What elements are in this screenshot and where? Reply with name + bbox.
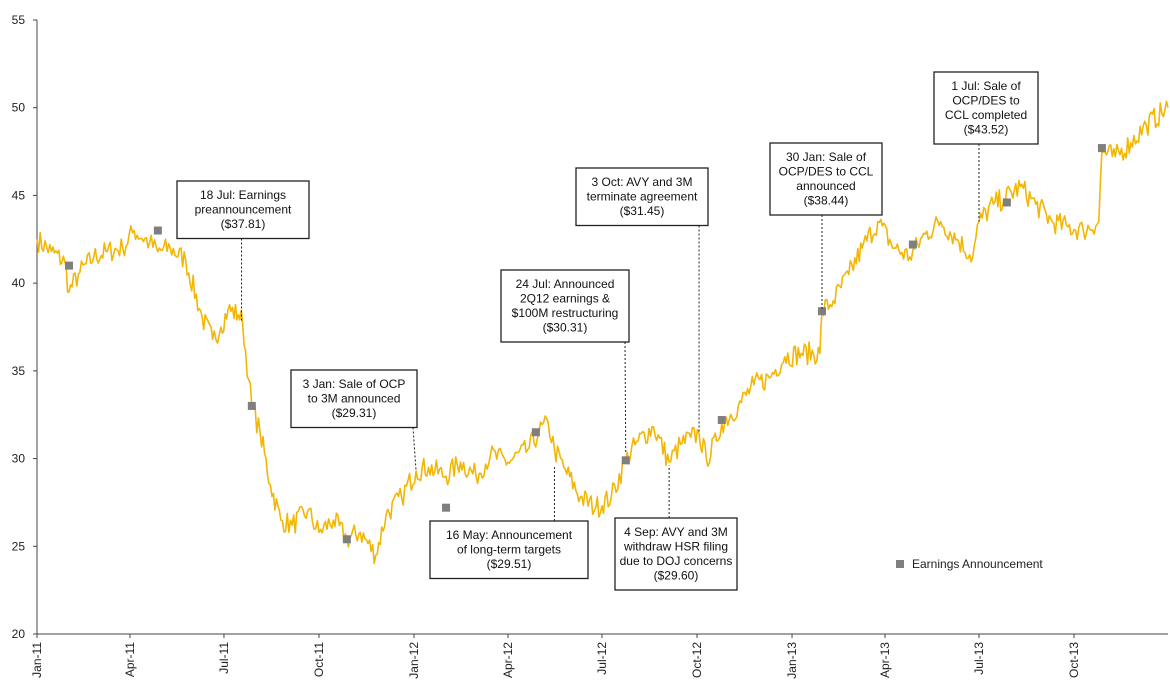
annotation-text: CCL completed (945, 108, 1027, 122)
earnings-marker (621, 456, 630, 465)
annotation-text: $100M restructuring (512, 306, 619, 320)
annotation-text: terminate agreement (587, 190, 698, 204)
earnings-marker (531, 428, 540, 437)
annotation-text: of long-term targets (457, 543, 561, 557)
annotation-text: ($29.60) (654, 569, 699, 583)
x-tick-label: Oct-13 (1067, 642, 1081, 678)
y-tick-label: 45 (12, 188, 26, 202)
earnings-marker (908, 240, 917, 249)
annotation-box (176, 180, 310, 240)
x-tick-label: Apr-11 (123, 642, 137, 677)
earnings-marker (247, 401, 256, 410)
annotation-text: withdraw HSR filing (623, 540, 728, 554)
annotation-leader (412, 427, 417, 471)
annotation-text: OCP/DES to (952, 94, 1020, 108)
earnings-marker (817, 307, 826, 316)
y-tick-label: 30 (12, 452, 26, 466)
annotation-box (575, 167, 709, 227)
annotation-text: preannouncement (195, 203, 292, 217)
earnings-marker (1002, 198, 1011, 207)
annotation-box (769, 142, 883, 216)
earnings-marker (153, 226, 162, 235)
annotation-text: 3 Oct: AVY and 3M (592, 175, 693, 189)
annotation-text: ($43.52) (964, 123, 1009, 137)
y-tick-label: 40 (12, 276, 26, 290)
legend-label: Earnings Announcement (912, 557, 1043, 571)
earnings-marker (717, 415, 726, 424)
y-tick-label: 35 (12, 364, 26, 378)
x-tick-label: Jul-13 (972, 642, 986, 675)
price-line (36, 100, 1169, 565)
x-tick-label: Apr-13 (878, 642, 892, 678)
annotation-text: 2Q12 earnings & (520, 292, 610, 306)
y-tick-label: 20 (12, 627, 26, 641)
annotation-box (290, 369, 418, 429)
x-tick-label: Jan-12 (407, 642, 421, 679)
annotation-text: 18 Jul: Earnings (200, 188, 286, 202)
annotation-box (933, 71, 1039, 145)
axes: 20 25 30 35 40 45 50 55 Jan-11 Apr-11 Jul-11 Oct-11… (12, 13, 1168, 679)
annotation-text: ($30.31) (543, 321, 588, 335)
annotation-text: ($31.45) (620, 204, 665, 218)
x-tick-label: Oct-11 (312, 642, 326, 677)
annotation-box (614, 517, 738, 591)
legend: Earnings Announcement (896, 557, 1043, 571)
x-tick-label: Apr-12 (501, 642, 515, 678)
legend-marker (896, 560, 904, 568)
annotation-text: ($37.81) (221, 217, 266, 231)
annotation-text: announced (796, 179, 855, 193)
y-tick-label: 55 (12, 13, 26, 27)
earnings-marker (342, 535, 351, 544)
annotation-text: 4 Sep: AVY and 3M (624, 525, 728, 539)
annotation-text: to 3M announced (308, 392, 401, 406)
price-series (36, 100, 1169, 565)
annotation-text: due to DOJ concerns (620, 554, 733, 568)
x-tick-label: Jan-13 (785, 642, 799, 679)
annotation-box (429, 520, 589, 580)
annotation-text: 3 Jan: Sale of OCP (303, 377, 406, 391)
x-tick-label: Oct-12 (690, 642, 704, 678)
annotation-leader (624, 341, 627, 454)
annotation-box (500, 269, 630, 343)
annotation-text: ($29.31) (332, 406, 377, 420)
annotation-text: ($38.44) (804, 194, 849, 208)
earnings-markers (65, 144, 1106, 544)
x-tick-label: Jul-12 (595, 642, 609, 675)
annotation-text: 16 May: Announcement (446, 528, 573, 542)
y-tick-label: 50 (12, 101, 26, 115)
annotation-text: OCP/DES to CCL (779, 165, 874, 179)
annotation-text: 1 Jul: Sale of (951, 79, 1021, 93)
annotation-text: 30 Jan: Sale of (786, 150, 867, 164)
y-tick-label: 25 (12, 539, 26, 553)
x-tick-label: Jan-11 (30, 642, 44, 678)
annotation-text: 24 Jul: Announced (516, 277, 615, 291)
earnings-marker (65, 261, 74, 270)
annotation-text: ($29.51) (487, 557, 532, 571)
x-tick-label: Jul-11 (217, 642, 231, 674)
earnings-marker (442, 503, 451, 512)
earnings-marker (1097, 144, 1106, 153)
